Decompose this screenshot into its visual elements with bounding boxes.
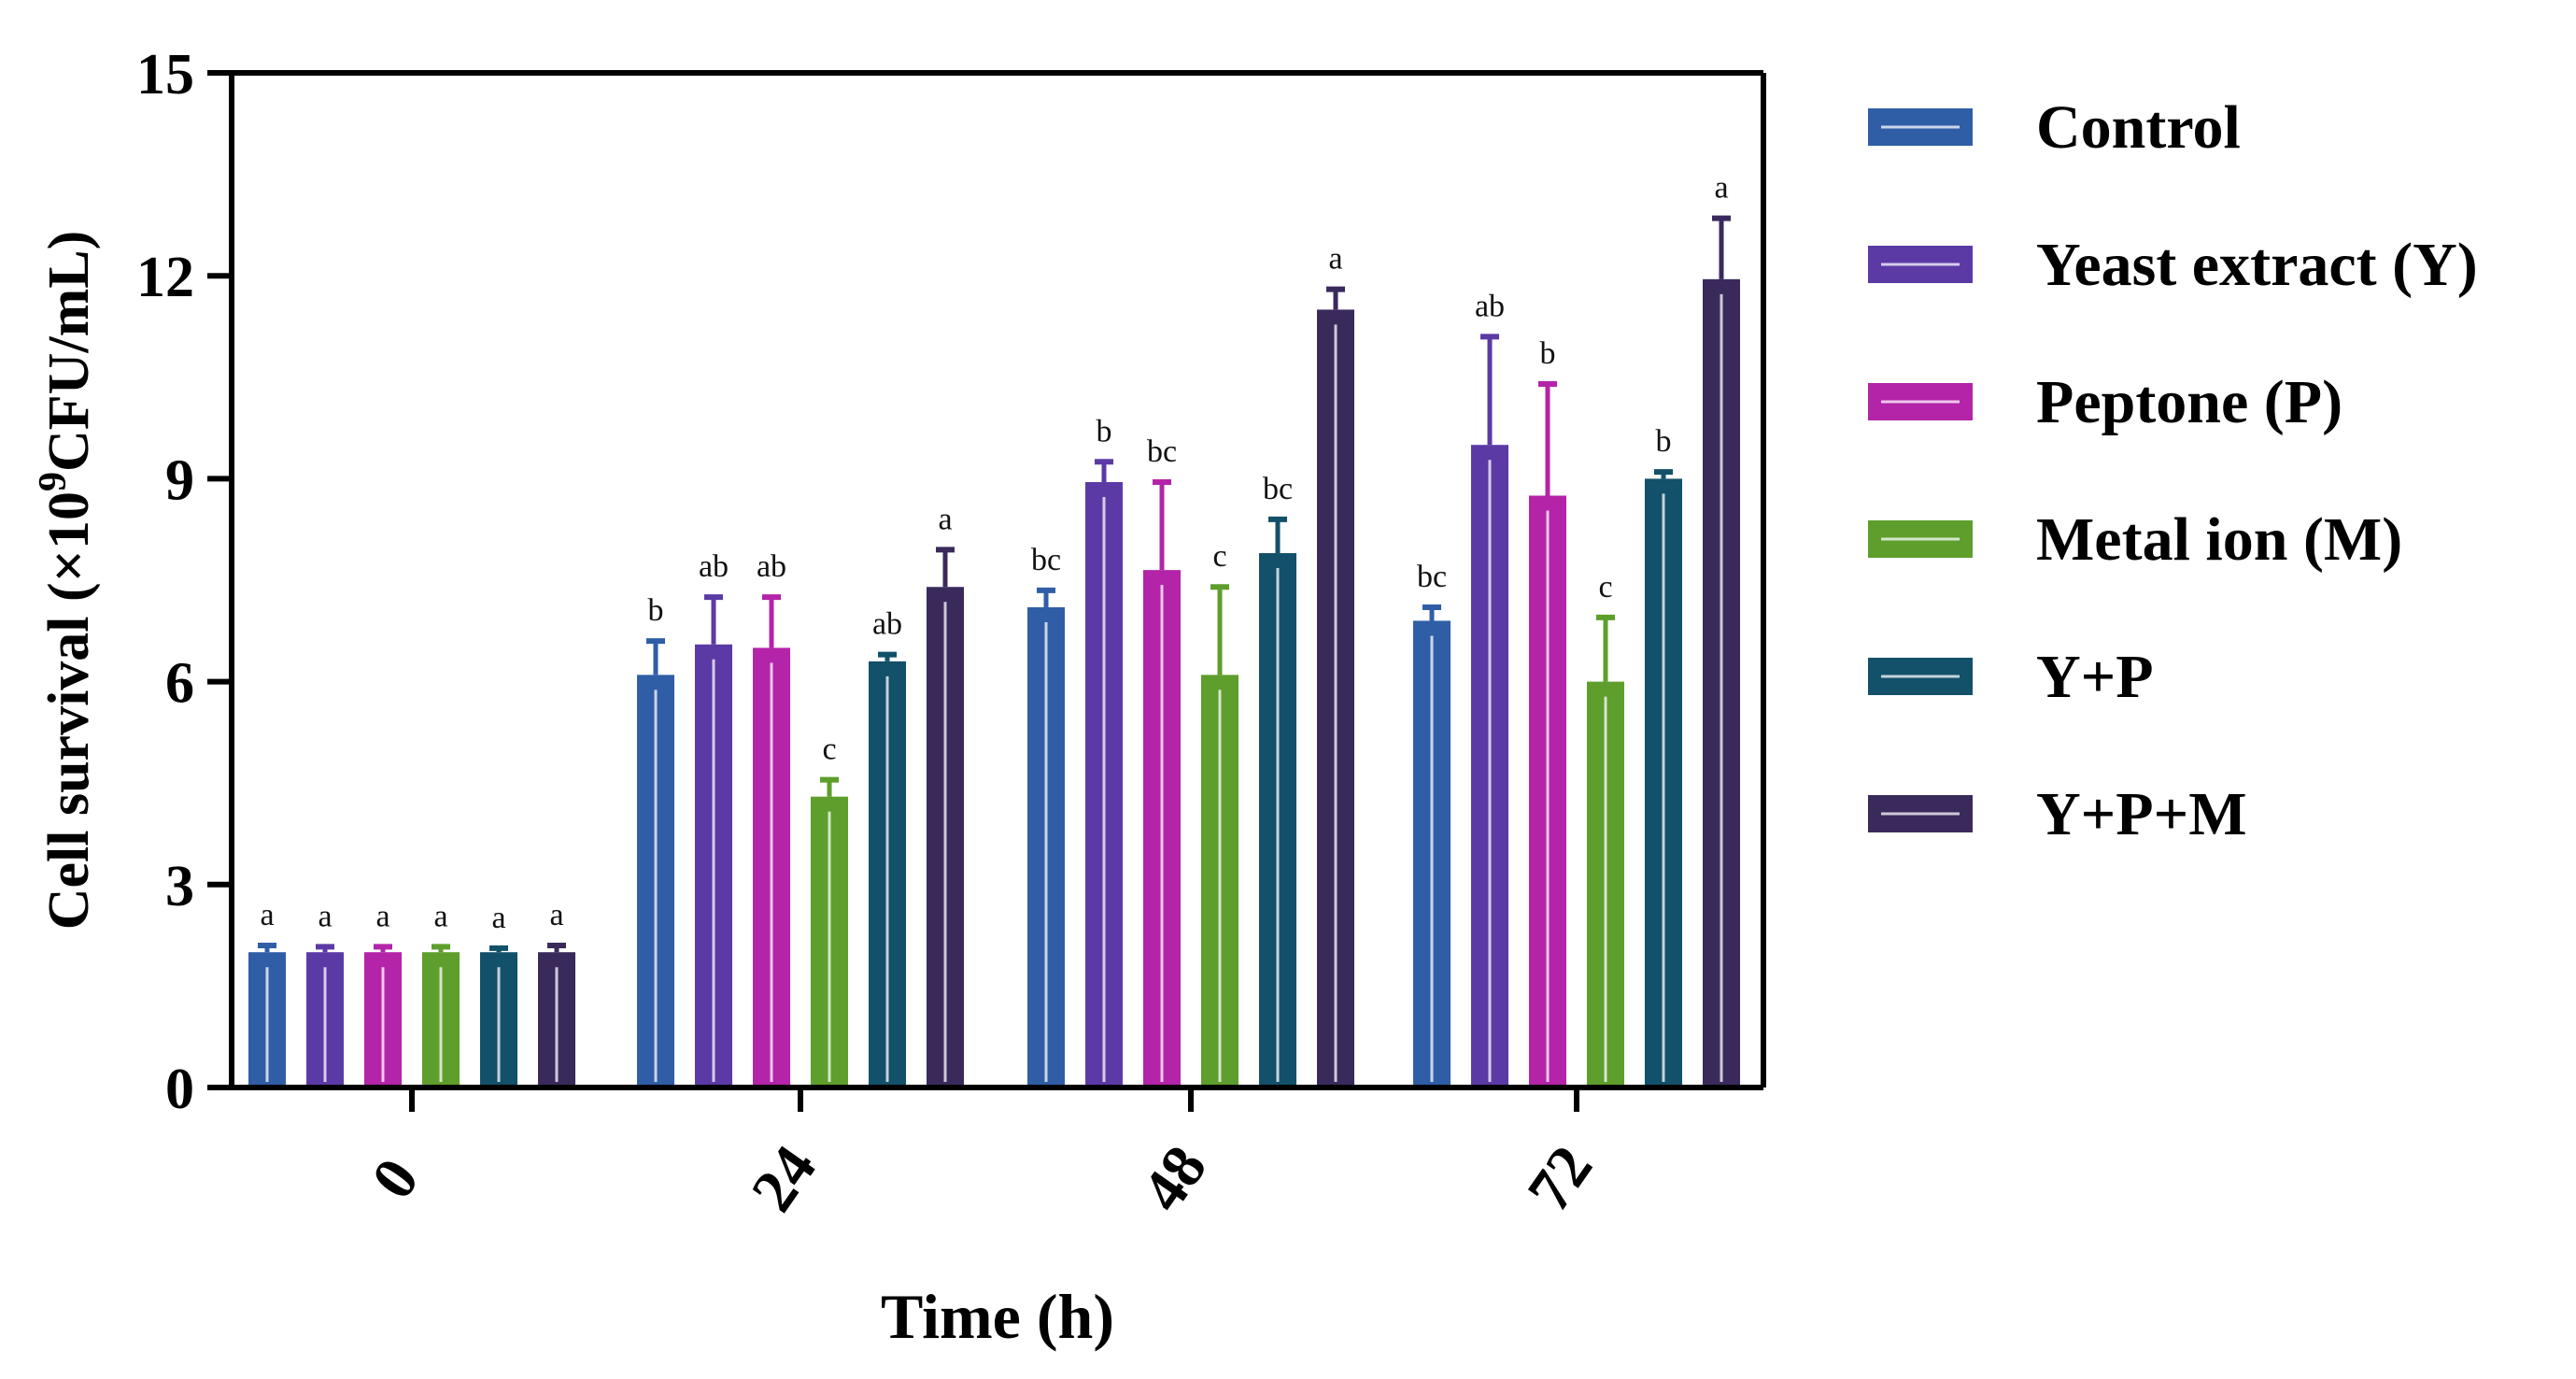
- significance-letter: ab: [1475, 289, 1505, 323]
- significance-letter: bc: [1417, 560, 1447, 594]
- significance-letter: b: [648, 593, 664, 628]
- y-tick-label: 9: [165, 448, 194, 512]
- x-tick-label: 48: [1129, 1134, 1221, 1224]
- y-tick-label: 3: [165, 855, 194, 918]
- significance-letter: ab: [757, 549, 786, 584]
- legend-label: Yeast extract (Y): [2036, 231, 2478, 299]
- y-tick-label: 12: [136, 246, 194, 309]
- legend-label: Control: [2036, 93, 2241, 162]
- legend-label: Peptone (P): [2036, 368, 2342, 436]
- y-tick-label: 15: [136, 43, 194, 107]
- significance-letter: b: [1540, 336, 1556, 371]
- significance-letter: a: [318, 899, 332, 933]
- significance-letter: bc: [1031, 543, 1061, 577]
- significance-letter: ab: [699, 549, 729, 584]
- significance-letter: bc: [1263, 472, 1293, 506]
- significance-letter: a: [938, 502, 952, 536]
- significance-letter: c: [822, 732, 836, 767]
- y-tick-label: 6: [165, 652, 194, 716]
- significance-letter: ab: [872, 607, 902, 642]
- x-tick-label: 72: [1515, 1134, 1606, 1224]
- legend-label: Y+P+M: [2036, 780, 2247, 848]
- significance-letter: a: [375, 899, 389, 933]
- y-tick-label: 0: [165, 1058, 194, 1121]
- significance-letter: c: [1212, 539, 1226, 574]
- significance-letter: b: [1656, 424, 1672, 459]
- significance-letter: a: [491, 901, 505, 935]
- significance-letter: a: [1714, 171, 1728, 206]
- x-axis-label: Time (h): [881, 1281, 1114, 1352]
- significance-letter: a: [1328, 242, 1342, 277]
- significance-letter: a: [433, 899, 447, 933]
- x-tick-label: 24: [739, 1134, 830, 1224]
- y-axis-label: Cell survival (×109CFU/mL): [32, 231, 101, 931]
- significance-letter: a: [549, 898, 563, 932]
- significance-letter: c: [1598, 570, 1612, 604]
- legend-label: Metal ion (M): [2036, 505, 2402, 574]
- legend-label: Y+P: [2036, 643, 2154, 711]
- significance-letter: a: [260, 898, 274, 932]
- x-tick-label: 0: [359, 1146, 432, 1211]
- significance-letter: b: [1097, 414, 1112, 448]
- significance-letter: bc: [1147, 434, 1177, 469]
